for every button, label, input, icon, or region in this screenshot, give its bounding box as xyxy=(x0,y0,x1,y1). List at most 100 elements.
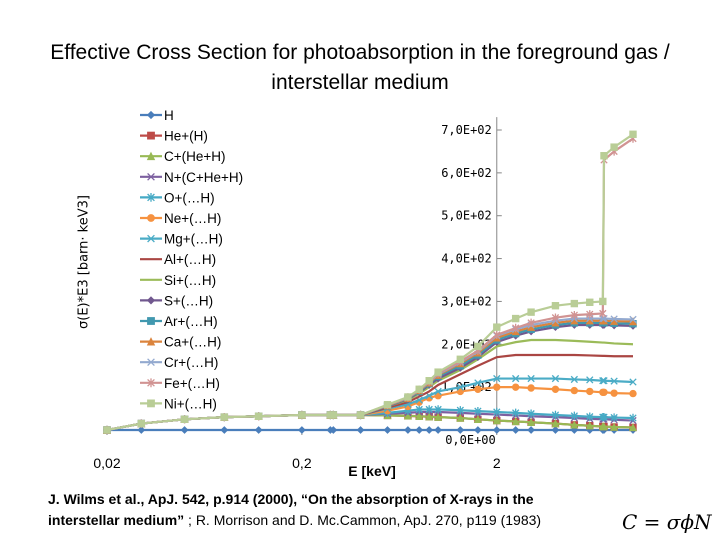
legend-item: N+(C+He+H) xyxy=(140,170,243,185)
data-point xyxy=(527,426,536,434)
data-point xyxy=(415,405,423,414)
legend-label: Si+(…H) xyxy=(164,273,216,288)
data-point xyxy=(629,130,637,138)
data-point xyxy=(527,374,535,383)
data-point xyxy=(147,193,155,202)
data-point xyxy=(456,355,465,363)
data-point xyxy=(434,412,443,421)
data-point xyxy=(147,131,155,140)
data-point xyxy=(511,426,520,434)
legend-item: Ca+(…H) xyxy=(140,335,221,350)
series-0 xyxy=(103,426,637,434)
data-point xyxy=(586,387,594,396)
data-point xyxy=(628,423,638,432)
data-point xyxy=(492,426,501,434)
data-point xyxy=(493,330,501,340)
data-point xyxy=(473,414,482,423)
legend-label: S+(…H) xyxy=(164,293,213,308)
legend-item: Si+(…H) xyxy=(140,273,216,288)
data-point xyxy=(254,426,263,434)
data-point xyxy=(585,421,594,430)
data-point xyxy=(425,412,434,421)
data-point xyxy=(415,411,424,420)
data-point xyxy=(599,297,607,306)
data-point xyxy=(474,406,482,416)
legend-item: Cr+(…H) xyxy=(140,355,218,370)
data-point xyxy=(629,389,637,398)
data-point xyxy=(456,406,464,415)
data-point xyxy=(527,384,535,392)
x-tick-label: 0,02 xyxy=(93,455,120,471)
legend-label: H xyxy=(164,108,174,123)
legend-item: Ni+(…H) xyxy=(140,396,217,411)
citation-bold: J. Wilms et al., ApJ. 542, p.914 (2000),… xyxy=(48,491,534,528)
legend-label: N+(C+He+H) xyxy=(164,170,243,185)
data-point xyxy=(146,110,156,120)
data-point xyxy=(511,314,520,323)
data-point xyxy=(610,389,618,397)
data-point xyxy=(570,420,579,429)
data-point xyxy=(474,379,482,387)
data-point xyxy=(492,416,501,425)
data-point xyxy=(551,302,560,310)
data-point xyxy=(180,426,189,434)
data-point xyxy=(137,419,146,428)
legend-item: Mg+(…H) xyxy=(140,232,223,247)
data-point xyxy=(456,426,465,434)
legend-item: Ne+(…H) xyxy=(140,211,221,226)
legend-item: Fe+(…H) xyxy=(140,376,220,391)
data-point xyxy=(147,317,155,325)
x-tick-label: 2 xyxy=(493,455,501,471)
data-point xyxy=(329,411,338,419)
data-point xyxy=(383,401,392,409)
data-point xyxy=(629,413,637,423)
data-point xyxy=(512,408,520,418)
plot-area xyxy=(102,130,638,435)
data-point xyxy=(474,342,482,351)
data-point xyxy=(600,377,608,385)
legend-item: Al+(…H) xyxy=(140,252,216,267)
data-point xyxy=(586,376,594,384)
data-point xyxy=(356,411,365,419)
data-point xyxy=(600,412,608,422)
data-point xyxy=(512,323,520,333)
data-point xyxy=(146,296,156,305)
formula: C = σϕN xyxy=(622,510,712,534)
legend: H He+(H) C+(He+H) N+(C+He+H) O+(…H) Ne+(…H) Mg… xyxy=(140,108,243,411)
data-point xyxy=(629,315,637,324)
data-point xyxy=(434,405,442,414)
data-point xyxy=(415,385,423,393)
data-point xyxy=(220,413,229,421)
data-point xyxy=(456,383,464,391)
data-point xyxy=(610,377,618,385)
legend-label: He+(H) xyxy=(164,129,208,144)
legend-label: Ni+(…H) xyxy=(164,396,217,411)
data-point xyxy=(434,387,442,396)
data-point xyxy=(493,323,501,331)
data-point xyxy=(297,426,306,434)
data-point xyxy=(404,393,412,401)
data-point xyxy=(511,417,520,426)
series-14 xyxy=(103,130,637,434)
data-point xyxy=(527,308,535,316)
legend-item: H xyxy=(140,108,174,123)
data-point xyxy=(600,422,609,431)
data-point xyxy=(415,426,424,434)
data-point xyxy=(493,374,501,383)
data-point xyxy=(493,407,501,417)
data-point xyxy=(147,234,155,243)
data-point xyxy=(146,337,156,346)
data-point xyxy=(551,419,560,428)
legend-label: Al+(…H) xyxy=(164,252,216,267)
legend-label: Mg+(…H) xyxy=(164,232,223,247)
citation: J. Wilms et al., ApJ. 542, p.914 (2000),… xyxy=(48,489,608,531)
y-tick-label: 6,0E+02 xyxy=(441,166,492,180)
legend-item: S+(…H) xyxy=(140,293,213,308)
data-point xyxy=(610,315,618,323)
data-point xyxy=(512,374,520,383)
y-tick-label: 7,0E+02 xyxy=(441,123,492,137)
legend-label: O+(…H) xyxy=(164,190,215,205)
legend-label: Ar+(…H) xyxy=(164,314,218,329)
data-point xyxy=(103,426,111,434)
data-point xyxy=(147,399,155,408)
